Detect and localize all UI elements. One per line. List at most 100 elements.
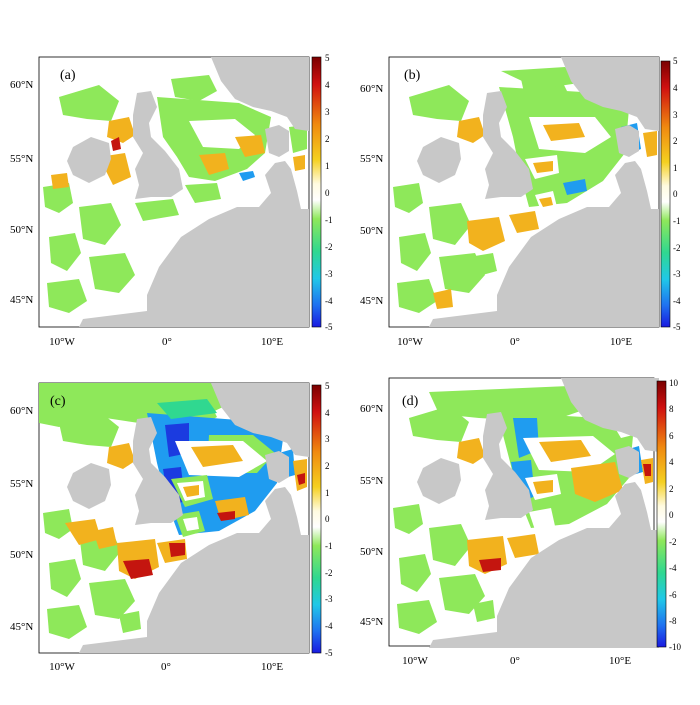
lat-tick: 55°N	[10, 153, 33, 165]
colorbar-tick: 6	[669, 431, 674, 441]
lat-tick: 45°N	[10, 294, 33, 306]
colorbar-tick: -4	[673, 296, 681, 306]
colorbar-tick: -2	[325, 568, 333, 578]
colorbar-tick: 1	[673, 163, 678, 173]
colorbar-tick: 5	[325, 381, 330, 391]
panel-b-lat-ticks: 60°N 55°N 50°N 45°N	[360, 83, 383, 307]
colorbar-tick: -2	[325, 242, 333, 252]
panel-d-label: (d)	[402, 394, 419, 409]
colorbar-tick: 4	[673, 83, 678, 93]
lat-tick: 60°N	[360, 83, 383, 95]
lon-tick: 10°W	[397, 336, 423, 348]
panel-c-lat-ticks: 60°N 55°N 50°N 45°N	[10, 405, 33, 633]
colorbar-tick: -5	[673, 322, 681, 332]
lat-tick: 55°N	[360, 475, 383, 487]
panel-c-label: (c)	[50, 394, 66, 409]
panel-b-colorbar: 5 4 3 2 1 0 -1 -2 -3 -4 -5	[660, 56, 681, 332]
colorbar-tick: 2	[669, 484, 674, 494]
panel-label: (c)	[50, 394, 66, 409]
lat-tick: 50°N	[360, 225, 383, 237]
sea-field	[39, 383, 307, 639]
lat-tick: 45°N	[10, 621, 33, 633]
colorbar-tick: -8	[669, 616, 677, 626]
panel-a	[38, 56, 310, 328]
colorbar-tick: 0	[325, 514, 330, 524]
colorbar-tick: -5	[325, 322, 333, 332]
panel-label: (d)	[402, 394, 419, 409]
colorbar-tick: -4	[669, 563, 677, 573]
panel-label: (a)	[60, 68, 76, 83]
colorbar-tick: 4	[325, 80, 330, 90]
colorbar-tick: -10	[669, 642, 681, 652]
colorbar-tick: 1	[325, 488, 330, 498]
panel-b-label: (b)	[404, 68, 421, 83]
colorbar-tick: 0	[669, 510, 674, 520]
colorbar-tick: -2	[673, 243, 681, 253]
panel-d-lon-ticks: 10°W 0° 10°E	[402, 655, 631, 667]
colorbar-tick: 5	[325, 53, 330, 63]
colorbar-tick: -1	[325, 215, 333, 225]
lon-tick: 0°	[161, 661, 171, 673]
panel-a-colorbar: 5 4 3 2 1 0 -1 -2 -3 -4 -5	[311, 53, 333, 332]
colorbar-tick: -1	[673, 216, 681, 226]
panel-c-lon-ticks: 10°W 0° 10°E	[49, 661, 283, 673]
colorbar-tick: -5	[325, 648, 333, 658]
lat-tick: 50°N	[10, 549, 33, 561]
colorbar-tick: -3	[325, 594, 333, 604]
sea-field	[43, 57, 307, 313]
panel-a-label: (a)	[60, 68, 76, 83]
lon-tick: 0°	[510, 336, 520, 348]
colorbar-tick: -3	[325, 269, 333, 279]
colorbar-tick: 2	[325, 134, 330, 144]
lon-tick: 10°E	[609, 655, 631, 667]
panel-b	[388, 56, 660, 328]
colorbar-tick: 10	[669, 378, 679, 388]
colorbar-tick: 0	[673, 189, 678, 199]
panel-label: (b)	[404, 68, 421, 83]
colorbar-tick: 3	[325, 107, 330, 117]
lat-tick: 50°N	[10, 224, 33, 236]
lat-tick: 55°N	[10, 478, 33, 490]
colorbar-tick: 5	[673, 56, 678, 66]
sea-field	[393, 57, 657, 313]
colorbar-tick: -4	[325, 296, 333, 306]
panel-a-lat-ticks: 60°N 55°N 50°N 45°N	[10, 79, 33, 306]
colorbar-tick: 2	[325, 461, 330, 471]
colorbar-tick: -2	[669, 537, 677, 547]
panel-a-lon-ticks: 10°W 0° 10°E	[49, 336, 283, 348]
lon-tick: 10°W	[402, 655, 428, 667]
lon-tick: 10°E	[261, 336, 283, 348]
colorbar-tick: -4	[325, 621, 333, 631]
lat-tick: 55°N	[360, 153, 383, 165]
panel-d	[388, 377, 659, 648]
lon-tick: 10°W	[49, 336, 75, 348]
lon-tick: 0°	[510, 655, 520, 667]
lon-tick: 10°W	[49, 661, 75, 673]
colorbar-tick: 4	[669, 457, 674, 467]
panel-c	[38, 382, 310, 654]
lon-tick: 10°E	[261, 661, 283, 673]
panel-d-colorbar: 10 8 6 4 2 0 -2 -4 -6 -8 -10	[656, 378, 681, 652]
colorbar-tick: 8	[669, 404, 674, 414]
lat-tick: 45°N	[360, 616, 383, 628]
lon-tick: 0°	[162, 336, 172, 348]
panel-b-lon-ticks: 10°W 0° 10°E	[397, 336, 632, 348]
colorbar-tick: -1	[325, 541, 333, 551]
colorbar-tick: 2	[673, 136, 678, 146]
colorbar-tick: -6	[669, 590, 677, 600]
lat-tick: 50°N	[360, 546, 383, 558]
lat-tick: 60°N	[10, 79, 33, 91]
colorbar-tick: 0	[325, 188, 330, 198]
colorbar-tick: 4	[325, 408, 330, 418]
colorbar-tick: 1	[325, 161, 330, 171]
colorbar-tick: 3	[673, 110, 678, 120]
colorbar-tick: -3	[673, 269, 681, 279]
lon-tick: 10°E	[610, 336, 632, 348]
panel-d-lat-ticks: 60°N 55°N 50°N 45°N	[360, 403, 383, 628]
panel-c-colorbar: 5 4 3 2 1 0 -1 -2 -3 -4 -5	[311, 381, 333, 658]
lat-tick: 45°N	[360, 295, 383, 307]
colorbar-tick: 3	[325, 434, 330, 444]
lat-tick: 60°N	[10, 405, 33, 417]
